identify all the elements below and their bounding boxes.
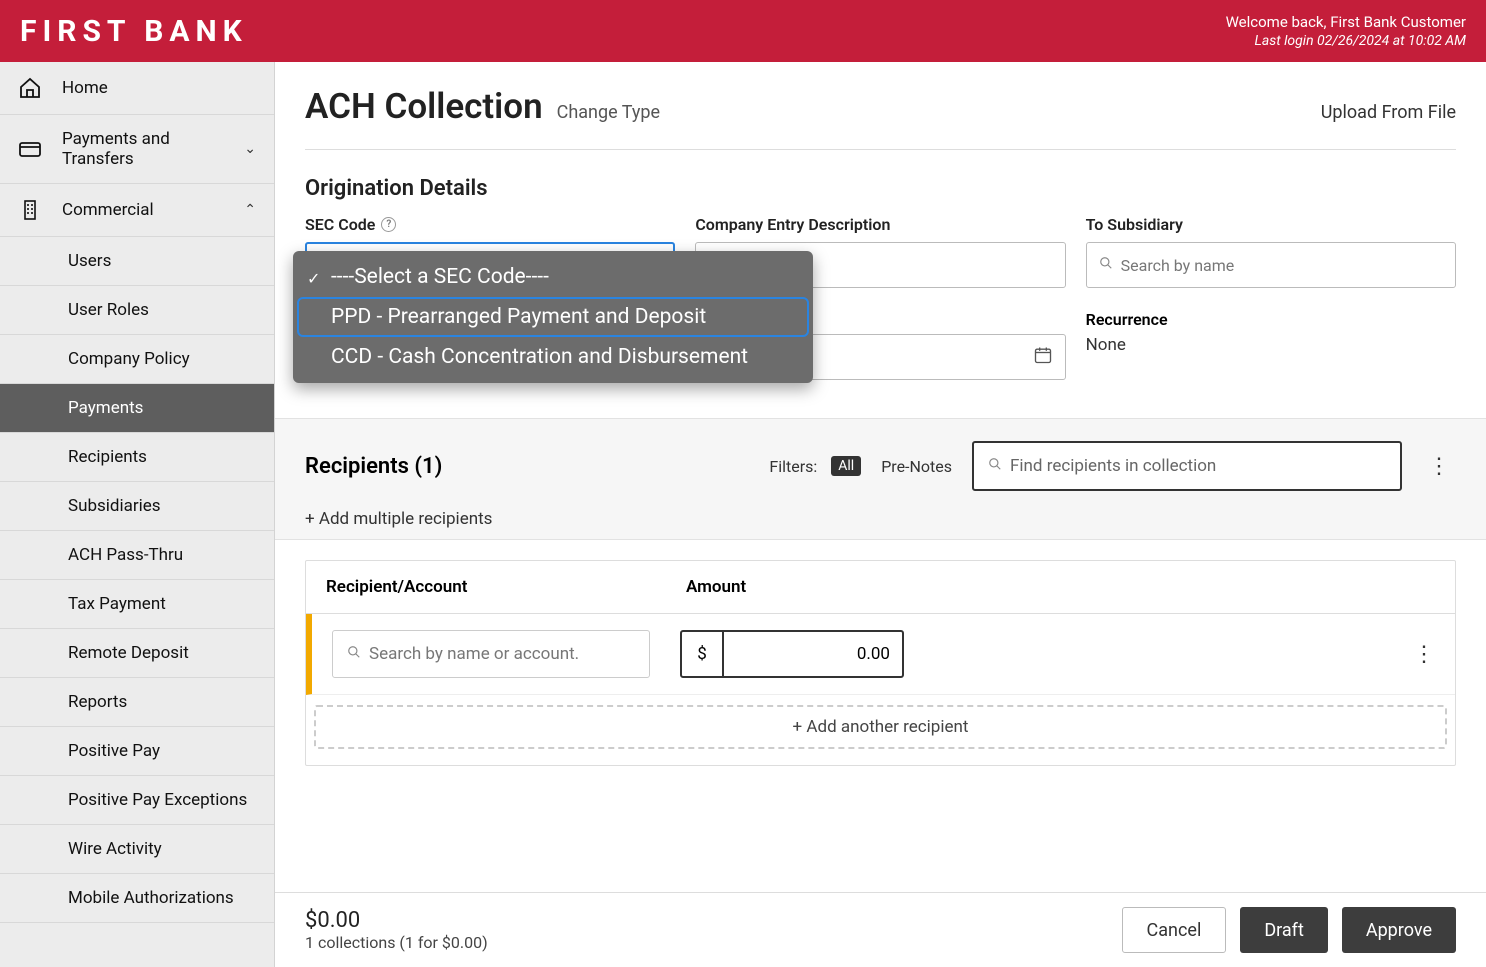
recipient-search-input[interactable]: Search by name or account. <box>332 630 650 678</box>
footer-total: $0.00 <box>305 908 488 933</box>
draft-button[interactable]: Draft <box>1240 907 1328 953</box>
upload-from-file-link[interactable]: Upload From File <box>1321 102 1456 123</box>
search-icon <box>988 457 1002 475</box>
col-recipient: Recipient/Account <box>326 577 686 597</box>
logo: FIRST BANK <box>20 14 248 49</box>
sidebar-item-wire-activity[interactable]: Wire Activity <box>0 825 274 874</box>
change-type-link[interactable]: Change Type <box>557 102 660 123</box>
welcome-block: Welcome back, First Bank Customer Last l… <box>1226 13 1466 49</box>
sidebar-item-user-roles[interactable]: User Roles <box>0 286 274 335</box>
page-head: ACH Collection Change Type Upload From F… <box>305 86 1456 150</box>
recipients-title: Recipients (1) <box>305 454 442 479</box>
find-recipients-input[interactable]: Find recipients in collection <box>972 441 1402 491</box>
amount-input[interactable]: $ 0.00 <box>680 630 904 678</box>
filters-label: Filters: <box>769 457 817 476</box>
header: FIRST BANK Welcome back, First Bank Cust… <box>0 0 1486 62</box>
welcome-text: Welcome back, First Bank Customer <box>1226 13 1466 31</box>
sidebar-item-ach-passthru[interactable]: ACH Pass-Thru <box>0 531 274 580</box>
search-icon <box>347 645 361 663</box>
amount-value: 0.00 <box>724 632 902 676</box>
row-kebab-icon[interactable]: ⋮ <box>1413 642 1435 667</box>
recurrence-label: Recurrence <box>1086 310 1456 329</box>
recipients-section: Recipients (1) Filters: All Pre-Notes Fi… <box>275 418 1486 540</box>
nav-commercial-label: Commercial <box>62 200 154 220</box>
nav-commercial[interactable]: Commercial ⌃ <box>0 184 274 237</box>
calendar-icon <box>1033 345 1053 370</box>
currency-symbol: $ <box>682 632 724 676</box>
footer: $0.00 1 collections (1 for $0.00) Cancel… <box>275 892 1486 967</box>
cancel-button[interactable]: Cancel <box>1122 907 1227 953</box>
sidebar-item-subsidiaries[interactable]: Subsidiaries <box>0 482 274 531</box>
sidebar-item-positive-pay-exceptions[interactable]: Positive Pay Exceptions <box>0 776 274 825</box>
footer-summary: 1 collections (1 for $0.00) <box>305 933 488 952</box>
main: ACH Collection Change Type Upload From F… <box>275 62 1486 967</box>
add-multiple-recipients[interactable]: + Add multiple recipients <box>305 509 1456 529</box>
building-icon <box>18 198 42 222</box>
approve-button[interactable]: Approve <box>1342 907 1456 953</box>
sidebar: Home Payments and Transfers ⌄ Commercial… <box>0 62 275 967</box>
sidebar-item-payments[interactable]: Payments <box>0 384 274 433</box>
sec-option-ccd[interactable]: CCD - Cash Concentration and Disbursemen… <box>297 337 809 377</box>
sidebar-item-recipients[interactable]: Recipients <box>0 433 274 482</box>
sidebar-item-mobile-auth[interactable]: Mobile Authorizations <box>0 874 274 923</box>
to-subsidiary-input[interactable]: Search by name <box>1086 242 1456 288</box>
chevron-down-icon: ⌄ <box>244 141 256 157</box>
col-amount: Amount <box>686 577 746 597</box>
to-subsidiary-label: To Subsidiary <box>1086 215 1456 234</box>
table-row: Search by name or account. $ 0.00 ⋮ <box>306 614 1455 695</box>
card-icon <box>18 137 42 161</box>
recipient-search-placeholder: Search by name or account. <box>369 644 579 664</box>
sec-option-ppd[interactable]: PPD - Prearranged Payment and Deposit <box>297 297 809 337</box>
nav-payments-transfers[interactable]: Payments and Transfers ⌄ <box>0 115 274 184</box>
sidebar-item-tax-payment[interactable]: Tax Payment <box>0 580 274 629</box>
sidebar-item-remote-deposit[interactable]: Remote Deposit <box>0 629 274 678</box>
recipients-table: Recipient/Account Amount Search by name … <box>305 560 1456 766</box>
help-icon[interactable]: ? <box>381 217 396 232</box>
sidebar-item-company-policy[interactable]: Company Policy <box>0 335 274 384</box>
check-icon: ✓ <box>307 269 320 288</box>
sec-code-dropdown: ✓ ----Select a SEC Code---- PPD - Prearr… <box>293 251 813 383</box>
sec-option-placeholder[interactable]: ✓ ----Select a SEC Code---- <box>297 257 809 297</box>
find-placeholder: Find recipients in collection <box>1010 456 1216 476</box>
nav-pt-label: Payments and Transfers <box>62 129 244 169</box>
chevron-up-icon: ⌃ <box>244 202 256 218</box>
add-another-recipient[interactable]: + Add another recipient <box>314 705 1447 749</box>
search-icon <box>1099 256 1113 274</box>
recurrence-value[interactable]: None <box>1086 335 1456 355</box>
last-login: Last login 02/26/2024 at 10:02 AM <box>1226 33 1466 49</box>
page-title: ACH Collection <box>305 86 543 127</box>
company-entry-label: Company Entry Description <box>695 215 1065 234</box>
origination-title: Origination Details <box>305 176 1456 201</box>
sec-code-label: SEC Code ? <box>305 215 675 234</box>
filter-all[interactable]: All <box>831 456 861 476</box>
home-icon <box>18 76 42 100</box>
nav-home-label: Home <box>62 78 108 98</box>
nav-home[interactable]: Home <box>0 62 274 115</box>
filter-pre-notes[interactable]: Pre-Notes <box>881 457 952 476</box>
recipients-kebab-icon[interactable]: ⋮ <box>1422 454 1456 479</box>
sidebar-item-positive-pay[interactable]: Positive Pay <box>0 727 274 776</box>
sidebar-item-users[interactable]: Users <box>0 237 274 286</box>
sidebar-item-reports[interactable]: Reports <box>0 678 274 727</box>
to-subsidiary-placeholder: Search by name <box>1121 256 1235 275</box>
